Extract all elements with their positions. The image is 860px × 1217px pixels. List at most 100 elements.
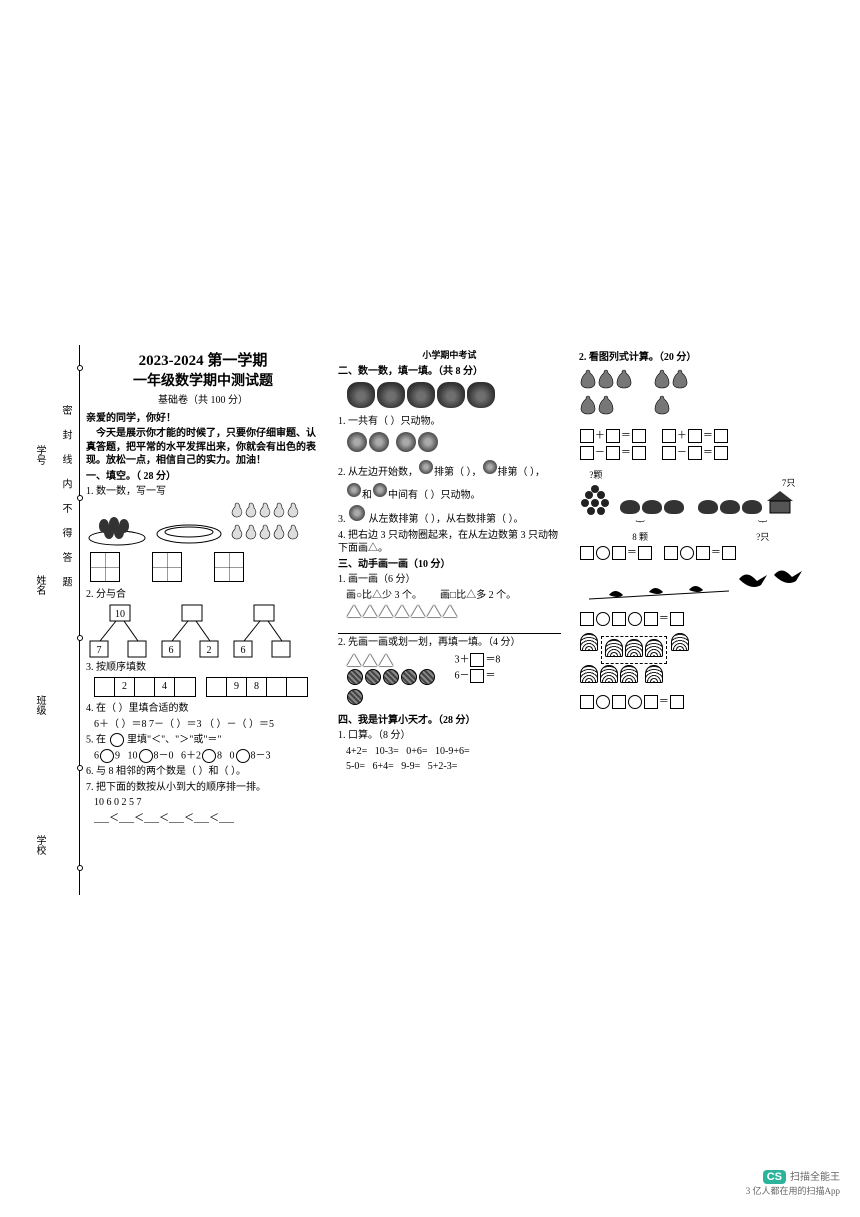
animals-row-top xyxy=(338,381,561,414)
eq-sub-blank[interactable]: －＝ xyxy=(579,446,647,460)
number-bond-3: 6 xyxy=(230,603,294,659)
sequence-boxes-1[interactable]: 24 xyxy=(94,677,196,697)
bags-left xyxy=(579,367,633,420)
svg-text:7: 7 xyxy=(97,645,102,656)
subtitle: 基础卷（共 100 分） xyxy=(86,394,320,408)
house-icon xyxy=(765,489,795,515)
draw-less: 画○比△少 3 个。 xyxy=(346,589,422,603)
brace-label-r: ?只 xyxy=(756,532,769,542)
column-3: 2. 看图列式计算。（20 分） ＋＝ －＝ xyxy=(573,345,830,895)
bags-equations: ＋＝ －＝ ＋＝ －＝ xyxy=(579,426,824,463)
col3-title: 2. 看图列式计算。（20 分） xyxy=(579,351,824,365)
chicks-icons xyxy=(619,499,685,520)
tian-box[interactable] xyxy=(152,552,182,582)
shell-dashed-group xyxy=(601,636,667,665)
greeting: 亲爱的同学，你好！ xyxy=(86,412,320,426)
seal-dot xyxy=(77,365,83,371)
tian-boxes-row xyxy=(88,550,318,584)
number-bond-1: 10 7 xyxy=(86,603,150,659)
label-class: 班级 xyxy=(32,695,47,715)
watermark-name: 扫描全能王 xyxy=(790,1172,840,1183)
column-1: 2023-2024 第一学期 一年级数学期中测试题 基础卷（共 100 分） 亲… xyxy=(80,345,326,895)
animals-row-small xyxy=(338,431,561,458)
intro-text: 今天是展示你才能的时候了，只要你仔细审题、认真答题，把平常的水平发挥出来，你就会… xyxy=(86,427,320,468)
grape-q-label: ?颗 xyxy=(579,469,613,481)
title-exam: 一年级数学期中测试题 xyxy=(86,373,320,392)
exam-sheet: 学校 班级 姓名 学号 密 封 线 内 不 得 答 题 2023-2024 第一… xyxy=(30,345,830,895)
seal-dot xyxy=(77,635,83,641)
column-2: 小学期中考试 二、数一数，填一填。（共 8 分） 1. 一共有（ ）只动物。 2… xyxy=(332,345,567,895)
svg-text:6: 6 xyxy=(241,645,246,656)
q4-1: 1. 口算。（8 分） xyxy=(338,729,561,743)
q6-label: 6. 与 8 相邻的两个数是（ ）和（ ）。 xyxy=(86,765,320,779)
calc-row-1: 4+2= 10-3= 0+6= 10-9+6= xyxy=(338,745,561,759)
q2-4: 4. 把右边 3 只动物圈起来，在从左边数第 3 只动物下面画△。 xyxy=(338,529,561,556)
grapes-figure: ?颗 7只 xyxy=(579,469,824,520)
grapes-equations: ＝ ＝ xyxy=(579,543,824,563)
q2-label: 2. 分与合 xyxy=(86,588,320,602)
eq-shells[interactable]: ＝ xyxy=(579,695,824,709)
brace-label: 8 颗 xyxy=(632,532,648,542)
seal-dot xyxy=(77,765,83,771)
app-watermark: CS 扫描全能王 3 亿人都在用的扫描App xyxy=(746,1168,840,1197)
q3-label: 3. 按顺序填数 xyxy=(86,661,320,675)
eq-3plus: 3＋＝8 xyxy=(454,653,560,667)
q1-figures xyxy=(86,501,320,546)
brace-row: ︸8 颗 ︸?只 xyxy=(579,519,824,543)
q5-line: 69 108－0 6＋28 08－3 xyxy=(86,749,320,763)
q2-1: 1. 一共有（ ）只动物。 xyxy=(338,415,561,429)
section-3-title: 三、动手画一画（10 分） xyxy=(338,558,561,572)
seal-dot xyxy=(77,495,83,501)
triangles-row xyxy=(338,604,561,618)
bags-right xyxy=(653,367,689,420)
eq-circ-1[interactable]: ＝ xyxy=(579,546,653,560)
rabbits-icons: 7只 xyxy=(697,477,796,520)
q3-2-rows: 3＋＝8 6－＝ xyxy=(338,651,561,712)
pears-grid xyxy=(230,501,300,546)
seq-row: 24 98 xyxy=(86,677,320,701)
watermark-sub: 3 亿人都在用的扫描App xyxy=(746,1184,840,1197)
svg-text:10: 10 xyxy=(115,609,125,620)
triangles-3 xyxy=(338,653,444,667)
tian-box[interactable] xyxy=(90,552,120,582)
page-mini-header: 小学期中考试 xyxy=(338,349,561,361)
q1-label: 1. 数一数，写一写 xyxy=(86,485,320,499)
watermark-badge: CS xyxy=(763,1170,786,1184)
grape-icon xyxy=(579,481,613,515)
eq-swallows[interactable]: ＝ xyxy=(579,612,824,626)
q2-3: 3. 从左数排第（ ），从右数排第（ ）。 xyxy=(338,504,561,527)
exam-columns: 2023-2024 第一学期 一年级数学期中测试题 基础卷（共 100 分） 亲… xyxy=(80,345,830,895)
draw-blank-line[interactable] xyxy=(338,620,561,634)
swallows-figure xyxy=(579,569,824,609)
section-4-title: 四、我是计算小天才。（28 分） xyxy=(338,714,561,728)
q7-nums: 10 6 0 2 5 7 xyxy=(86,796,320,810)
bags-figure xyxy=(579,367,824,420)
seal-dot xyxy=(77,865,83,871)
eq-add-blank-2[interactable]: ＋＝ xyxy=(661,429,729,443)
sequence-boxes-2[interactable]: 98 xyxy=(206,677,308,697)
q3-1: 1. 画一画（6 分） xyxy=(338,573,561,587)
eq-add-blank[interactable]: ＋＝ xyxy=(579,429,647,443)
q2-2: 2. 从左边开始数，排第（ ），排第（ ）， xyxy=(338,459,561,480)
q7-blanks[interactable]: ___＜___＜___＜___＜___＜___ xyxy=(86,812,320,826)
eq-sub-blank-2[interactable]: －＝ xyxy=(661,446,729,460)
section-2-title: 二、数一数，填一填。（共 8 分） xyxy=(338,365,561,379)
label-name: 姓名 xyxy=(32,575,47,595)
page: 学校 班级 姓名 学号 密 封 线 内 不 得 答 题 2023-2024 第一… xyxy=(0,0,860,1217)
svg-text:2: 2 xyxy=(207,645,212,656)
melons-6 xyxy=(338,669,444,710)
label-school: 学校 xyxy=(32,835,47,855)
draw-more: 画□比△多 2 个。 xyxy=(440,589,516,603)
section-1-title: 一、填空。（ 28 分） xyxy=(86,470,320,484)
draw-instructions: 画○比△少 3 个。 画□比△多 2 个。 xyxy=(338,589,561,603)
binding-margin: 学校 班级 姓名 学号 密 封 线 内 不 得 答 题 xyxy=(30,345,80,895)
tian-box[interactable] xyxy=(214,552,244,582)
svg-text:6: 6 xyxy=(169,645,174,656)
shells-figure xyxy=(579,632,824,688)
calc-row-2: 5-0= 6+4= 9-9= 5+2-3= xyxy=(338,760,561,774)
eq-circ-2[interactable]: ＝ xyxy=(663,546,737,560)
q3-2: 2. 先画一画或划一划，再填一填。（4 分） xyxy=(338,636,561,650)
swallows-icon xyxy=(579,569,809,609)
q7-label: 7. 把下面的数按从小到大的顺序排一排。 xyxy=(86,781,320,795)
q4-items: 6＋（ ）＝8 7－（ ）＝3 （ ）－（ ）＝5 xyxy=(86,718,320,732)
